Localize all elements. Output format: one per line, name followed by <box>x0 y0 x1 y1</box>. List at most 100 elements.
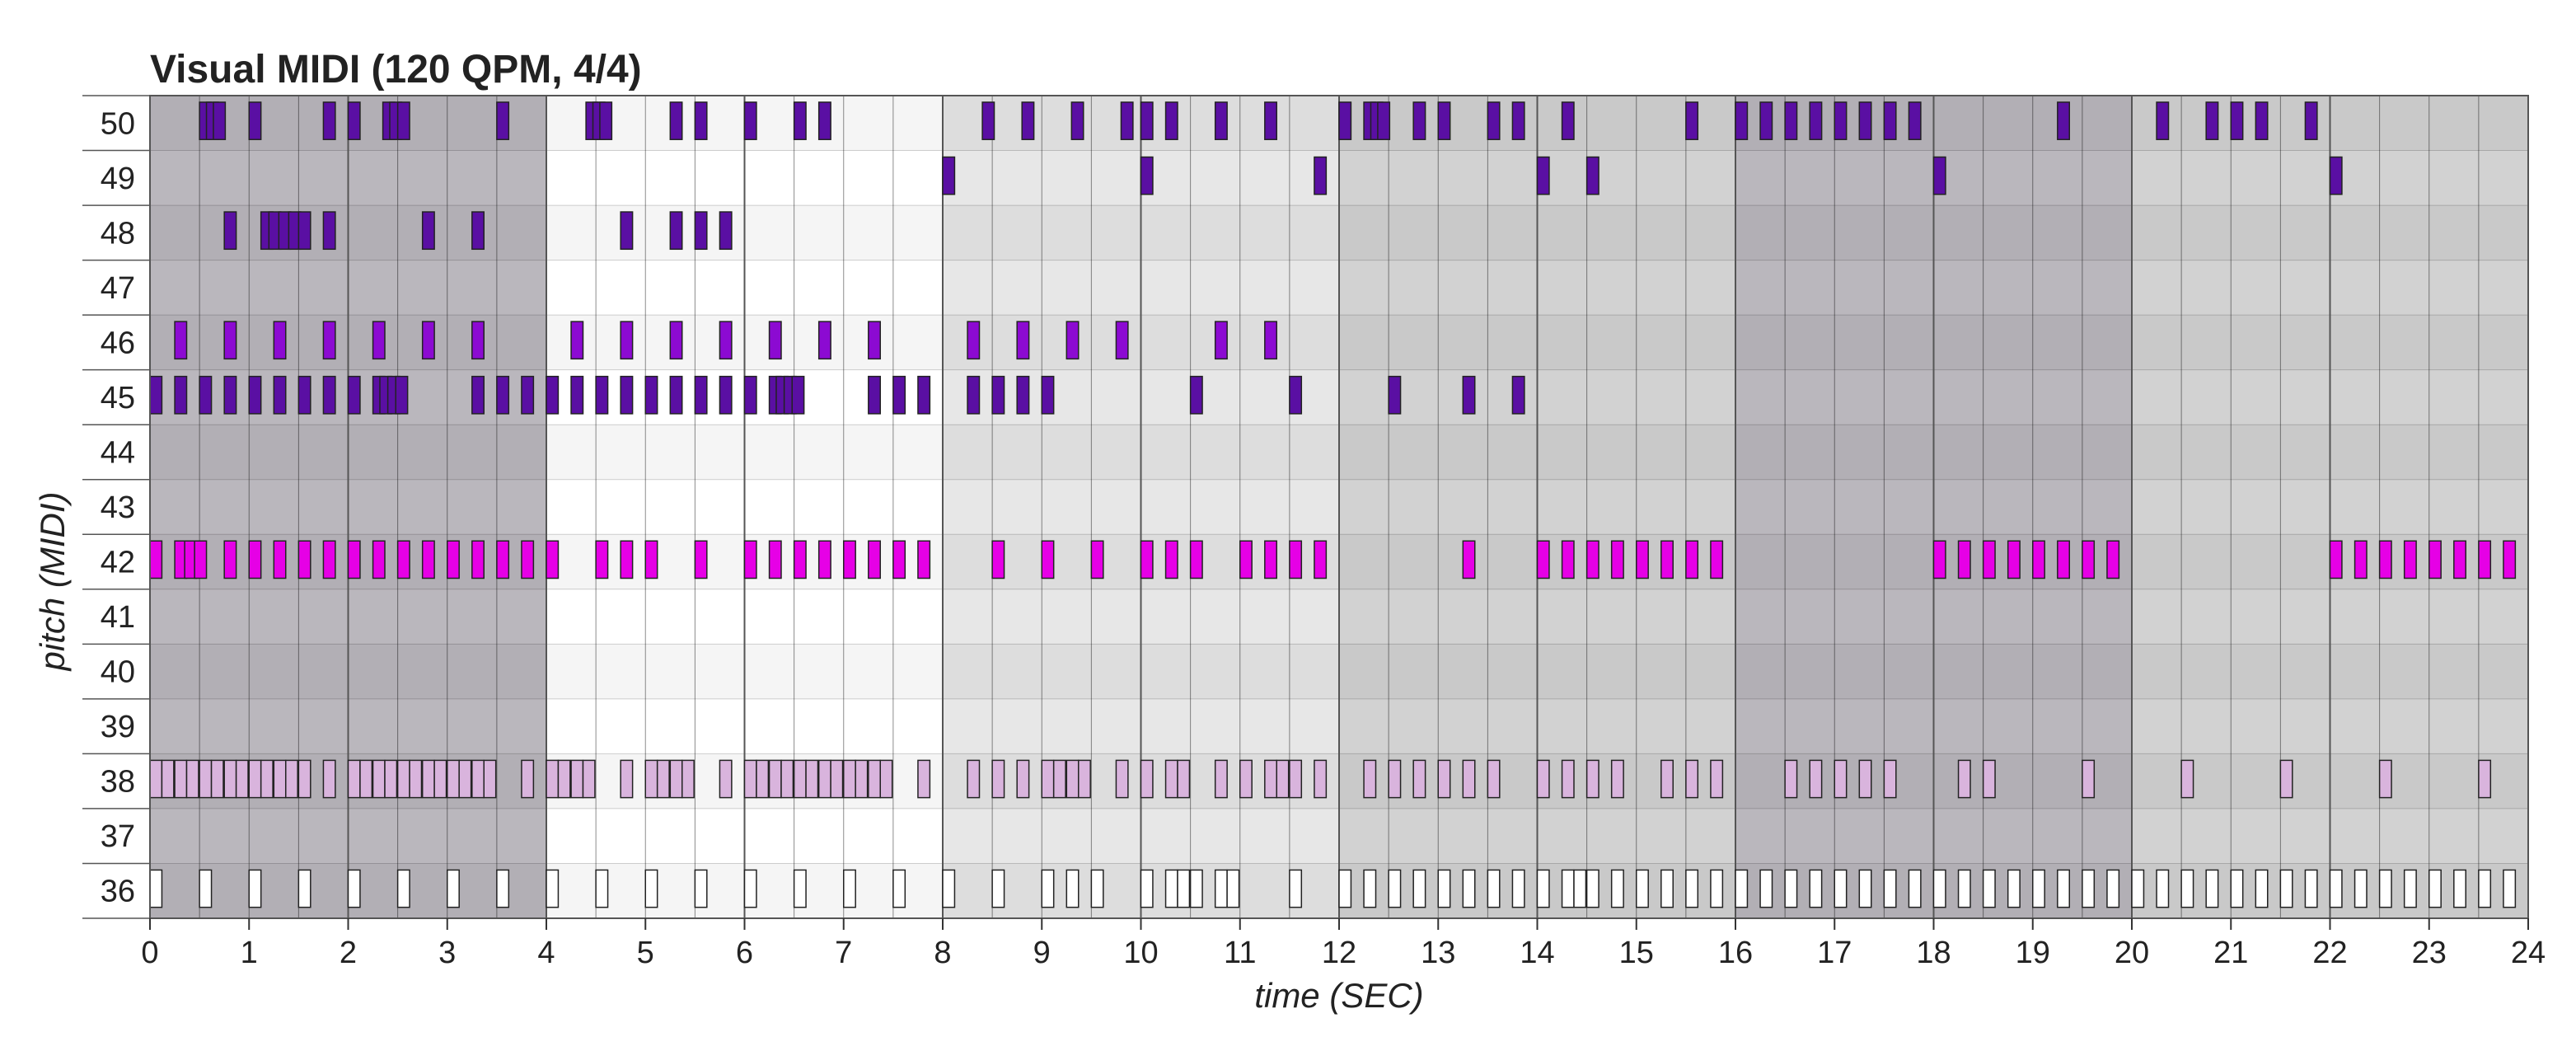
note-48 <box>471 211 485 251</box>
note-45 <box>595 375 609 415</box>
note-49 <box>942 156 956 195</box>
x-tick-label: 24 <box>2511 936 2546 970</box>
note-45 <box>917 375 931 415</box>
note-45 <box>521 375 535 415</box>
y-tick-label: 42 <box>101 546 135 580</box>
x-tick-label: 13 <box>1421 936 1455 970</box>
note-36 <box>1883 869 1897 908</box>
note-36 <box>2032 869 2045 908</box>
note-36 <box>2304 869 2318 908</box>
note-36 <box>1957 869 1971 908</box>
note-36 <box>1834 869 1848 908</box>
note-36 <box>1214 869 1228 908</box>
note-38 <box>1957 759 1971 799</box>
note-45 <box>1511 375 1525 415</box>
note-50 <box>1164 101 1178 140</box>
note-50 <box>817 101 831 140</box>
note-42 <box>521 540 535 579</box>
note-38 <box>1834 759 1848 799</box>
note-48 <box>669 211 683 251</box>
note-42 <box>273 540 287 579</box>
note-42 <box>2032 540 2045 579</box>
note-42 <box>2057 540 2070 579</box>
note-42 <box>2453 540 2466 579</box>
y-tick-label: 46 <box>101 326 135 360</box>
y-tick-label: 43 <box>101 490 135 525</box>
note-42 <box>2478 540 2492 579</box>
note-42 <box>1610 540 1624 579</box>
note-42 <box>2403 540 2417 579</box>
note-45 <box>347 375 361 415</box>
y-tick-label: 41 <box>101 600 135 635</box>
note-38 <box>347 759 361 799</box>
note-46 <box>570 321 584 360</box>
y-tick-label: 40 <box>101 655 135 690</box>
note-36 <box>2403 869 2417 908</box>
note-42 <box>248 540 262 579</box>
note-38 <box>199 759 213 799</box>
note-42 <box>1585 540 1599 579</box>
note-50 <box>669 101 683 140</box>
note-38 <box>780 759 794 799</box>
note-45 <box>322 375 336 415</box>
note-46 <box>1016 321 1030 360</box>
note-36 <box>2131 869 2145 908</box>
note-42 <box>1090 540 1104 579</box>
note-42 <box>917 540 931 579</box>
note-50 <box>743 101 757 140</box>
note-38 <box>1289 759 1303 799</box>
note-42 <box>2428 540 2442 579</box>
note-50 <box>1784 101 1798 140</box>
note-45 <box>868 375 881 415</box>
note-36 <box>743 869 757 908</box>
x-tick-label: 0 <box>141 936 158 970</box>
note-36 <box>1189 869 1203 908</box>
note-36 <box>546 869 560 908</box>
note-50 <box>322 101 336 140</box>
note-36 <box>1226 869 1240 908</box>
note-50 <box>1377 101 1391 140</box>
note-45 <box>1388 375 1402 415</box>
note-36 <box>1140 869 1154 908</box>
x-tick-label: 17 <box>1817 936 1852 970</box>
note-36 <box>1289 869 1303 908</box>
x-tick-label: 4 <box>537 936 555 970</box>
note-36 <box>1710 869 1724 908</box>
note-38 <box>817 759 831 799</box>
note-38 <box>1784 759 1798 799</box>
note-42 <box>843 540 856 579</box>
note-38 <box>471 759 485 799</box>
note-38 <box>297 759 311 799</box>
note-38 <box>185 759 199 799</box>
note-38 <box>248 759 262 799</box>
note-50 <box>2205 101 2219 140</box>
note-45 <box>471 375 485 415</box>
note-45 <box>149 375 163 415</box>
note-46 <box>817 321 831 360</box>
note-48 <box>297 211 311 251</box>
note-38 <box>1276 759 1290 799</box>
note-38 <box>855 759 869 799</box>
note-42 <box>694 540 708 579</box>
note-42 <box>1536 540 1550 579</box>
note-38 <box>2378 759 2392 799</box>
note-36 <box>1511 869 1525 908</box>
note-36 <box>1363 869 1377 908</box>
note-36 <box>1932 869 1946 908</box>
note-38 <box>273 759 287 799</box>
note-50 <box>1021 101 1035 140</box>
bar-shade <box>2330 96 2528 918</box>
note-46 <box>1115 321 1129 360</box>
note-36 <box>1735 869 1749 908</box>
note-45 <box>570 375 584 415</box>
note-42 <box>1685 540 1699 579</box>
note-38 <box>1214 759 1228 799</box>
note-50 <box>599 101 613 140</box>
note-38 <box>879 759 893 799</box>
note-50 <box>1883 101 1897 140</box>
x-tick-label: 11 <box>1224 936 1256 970</box>
note-36 <box>644 869 658 908</box>
note-42 <box>347 540 361 579</box>
note-42 <box>793 540 807 579</box>
